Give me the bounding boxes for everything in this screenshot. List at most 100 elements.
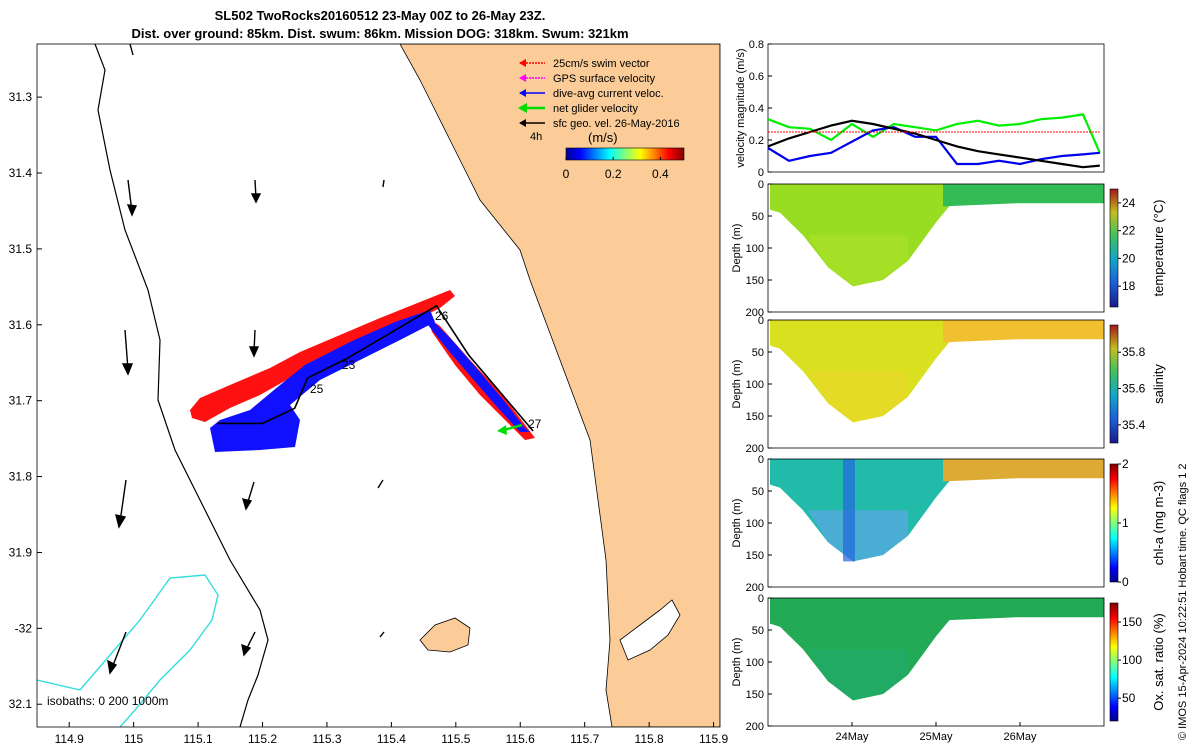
- velocity-y-tick-label: 0.8: [749, 39, 764, 51]
- map-y-axis: 31.3 31.4 31.5 31.6 31.7 31.8 31.9 -32 32.1: [9, 90, 42, 711]
- section-colorbar-tick-label: 150: [1122, 615, 1142, 629]
- section-colorbar: [1109, 463, 1119, 583]
- section-colorbar-label: chl-a (mg m-3): [1151, 481, 1166, 566]
- section-y-label: Depth (m): [731, 499, 743, 548]
- velocity-y-label: velocity magnitude (m/s): [735, 48, 747, 167]
- section-y-tick-label: 0: [758, 454, 764, 466]
- velocity-series-line: [767, 113, 1101, 154]
- section-y-tick-label: 50: [752, 625, 764, 637]
- map-frame: [36, 43, 721, 728]
- chart-title-line1: SL502 TwoRocks20160512 23-May 00Z to 26-…: [214, 8, 546, 23]
- land-area: [399, 44, 720, 727]
- map-panel: 26 23 25 27 isobaths: 0 200 1000m 25cm/s…: [9, 43, 728, 746]
- section-y-label: Depth (m): [731, 638, 743, 687]
- section-y-tick-label: 100: [746, 243, 764, 255]
- map-y-tick-label: 31.8: [9, 470, 33, 484]
- map-x-tick-label: 115.1: [184, 732, 213, 746]
- section-y-tick-label: 0: [758, 315, 764, 327]
- isobath-label: isobaths: 0 200 1000m: [47, 694, 168, 708]
- section-y-tick-label: 200: [746, 582, 764, 594]
- map-legend: 25cm/s swim vector GPS surface velocity …: [518, 58, 685, 161]
- section-data-streak: [843, 459, 855, 562]
- section-colorbar-tick-label: 18: [1122, 279, 1136, 293]
- section-panel-temperature-section: 0 50 100 150 200 Depth (m) 18 20 22 24 temperature…: [731, 179, 1166, 319]
- map-colorbar-tick-label: 0.4: [652, 167, 669, 181]
- section-colorbar: [1109, 188, 1119, 308]
- section-y-tick-label: 50: [752, 486, 764, 498]
- legend-scale-label: 4h: [530, 131, 542, 143]
- current-vector-band-leg2: [428, 318, 530, 432]
- section-colorbar-tick-label: 50: [1122, 691, 1136, 705]
- section-colorbar-label: Ox. sat. ratio (%): [1151, 613, 1166, 711]
- section-y-tick-label: 150: [746, 411, 764, 423]
- map-y-tick-label: 31.7: [9, 394, 33, 408]
- section-colorbar-tick-label: 22: [1122, 224, 1136, 238]
- swim-vector-band: [190, 290, 455, 422]
- section-y-tick-label: 100: [746, 518, 764, 530]
- map-colorbar-label: (m/s): [588, 130, 618, 145]
- section-colorbar-tick-label: 24: [1122, 196, 1136, 210]
- net-glider-velocity-arrow: [497, 423, 523, 435]
- section-y-tick-label: 100: [746, 379, 764, 391]
- map-y-tick-label: 31.9: [9, 545, 33, 559]
- track-label-23: 23: [342, 358, 356, 372]
- section-y-tick-label: 200: [746, 307, 764, 319]
- section-colorbar-tick-label: 2: [1122, 457, 1129, 471]
- section-colorbar: [1109, 324, 1119, 444]
- velocity-y-tick-label: 0: [758, 167, 764, 179]
- map-x-tick-label: 115.5: [441, 732, 470, 746]
- section-y-tick-label: 0: [758, 179, 764, 191]
- map-y-tick-label: 31.6: [9, 318, 33, 332]
- geo-velocity-arrows: [107, 44, 385, 675]
- section-data-right: [943, 320, 1104, 343]
- section-data-right: [943, 184, 1104, 207]
- track-label-26: 26: [435, 309, 449, 323]
- section-panel-chla-section: 0 50 100 150 200 Depth (m) 0 1 2 chl-a (mg m-3): [731, 454, 1166, 594]
- section-y-label: Depth (m): [731, 224, 743, 273]
- velocity-series-line: [767, 126, 1100, 166]
- section-y-tick-label: 150: [746, 689, 764, 701]
- section-y-tick-label: 50: [752, 211, 764, 223]
- legend-item-gps-velocity: GPS surface velocity: [553, 73, 656, 85]
- section-data-lower: [808, 371, 908, 423]
- footer-credit: © IMOS 15-Apr-2024 10:22:51 Hobart time.…: [1177, 463, 1189, 740]
- section-colorbar-label: temperature (°C): [1151, 200, 1166, 297]
- section-colorbar: [1109, 602, 1119, 722]
- island: [419, 617, 471, 653]
- glider-track: [217, 304, 534, 432]
- map-y-tick-label: -32: [15, 621, 33, 635]
- estuary-water: [619, 599, 681, 661]
- section-x-tick-label: 24May: [835, 731, 869, 743]
- legend-item-dive-avg-current: dive-avg current veloc.: [553, 88, 664, 100]
- section-colorbar-tick-label: 0: [1122, 575, 1129, 589]
- track-label-27: 27: [528, 417, 542, 431]
- track-label-25: 25: [310, 382, 324, 396]
- velocity-series-line: [767, 119, 1100, 169]
- map-y-tick-label: 31.4: [9, 166, 33, 180]
- isobath-200: [94, 44, 269, 727]
- section-colorbar-label: salinity: [1151, 364, 1166, 404]
- section-data-lower: [808, 510, 908, 562]
- legend-item-geo-velocity: sfc geo. vel. 26-May-2016: [553, 118, 680, 130]
- map-x-tick-label: 115.3: [312, 732, 341, 746]
- section-y-tick-label: 150: [746, 275, 764, 287]
- section-x-tick-label: 26May: [1003, 731, 1037, 743]
- map-x-tick-label: 115.8: [635, 732, 664, 746]
- legend-item-swim-vector: 25cm/s swim vector: [553, 58, 650, 70]
- velocity-y-tick-label: 0.2: [749, 135, 764, 147]
- section-y-label: Depth (m): [731, 360, 743, 409]
- map-colorbar-tick-label: 0: [563, 167, 570, 181]
- map-colorbar-ticks: 0 0.2 0.4: [563, 157, 669, 181]
- section-colorbar-tick-label: 1: [1122, 516, 1129, 530]
- section-colorbar-tick-label: 100: [1122, 653, 1142, 667]
- section-colorbar-tick-label: 35.4: [1122, 418, 1146, 432]
- map-y-tick-label: 31.3: [9, 90, 33, 104]
- velocity-y-tick-label: 0.4: [749, 103, 764, 115]
- section-y-tick-label: 200: [746, 721, 764, 733]
- map-x-tick-label: 115.6: [506, 732, 535, 746]
- legend-item-net-glider-velocity: net glider velocity: [553, 103, 638, 115]
- section-colorbar-tick-label: 35.6: [1122, 382, 1146, 396]
- section-data-lower: [808, 235, 908, 287]
